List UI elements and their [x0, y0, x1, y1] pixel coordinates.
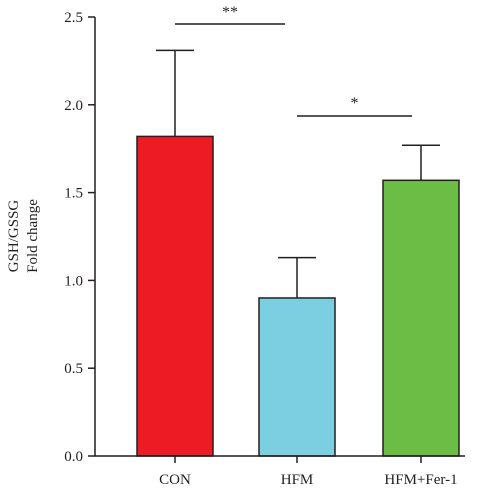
x-axis-ticks: CON HFM HFM+Fer-1 [159, 456, 458, 488]
y-tick-label: 0.0 [64, 449, 83, 465]
y-tick-label: 0.5 [64, 361, 83, 377]
y-tick-label: 2.5 [64, 10, 83, 26]
bar-hfm-fer-1 [382, 179, 460, 457]
bar-hfm [258, 297, 336, 457]
y-tick-label: 1.5 [64, 186, 83, 202]
bars [136, 135, 460, 457]
significance-label: ** [222, 4, 238, 21]
significance-label: * [351, 95, 359, 112]
x-tick-label: HFM+Fer-1 [384, 472, 457, 488]
x-tick-label: CON [159, 472, 191, 488]
y-tick-label: 2.0 [64, 98, 83, 114]
y-axis-label-line1: GSH/GSSG [6, 200, 22, 273]
significance-annotations: *** [175, 4, 412, 117]
x-tick-label: HFM [281, 472, 314, 488]
y-axis-ticks: 0.0 0.5 1.0 1.5 2.0 2.5 [64, 10, 95, 465]
y-tick-label: 1.0 [64, 273, 83, 289]
y-axis-label: GSH/GSSG Fold change [6, 199, 41, 273]
error-bars [156, 49, 440, 298]
bar-con [136, 135, 214, 457]
y-axis-label-line2: Fold change [25, 199, 41, 273]
